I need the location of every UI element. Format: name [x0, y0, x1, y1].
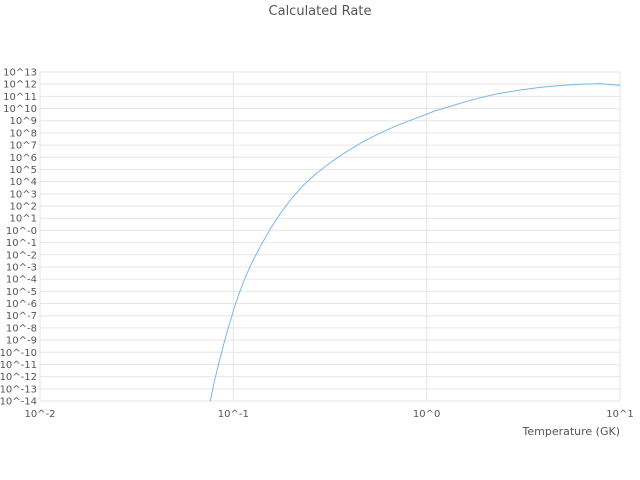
x-axis-label: Temperature (GK): [522, 425, 621, 438]
y-tick-label: 10^11: [3, 92, 37, 103]
y-tick-label: 10^12: [3, 80, 37, 91]
y-tick-label: 10^-9: [6, 336, 37, 347]
y-tick-label: 10^-7: [6, 311, 37, 322]
chart-title: Calculated Rate: [268, 4, 372, 19]
y-tick-label: 10^4: [10, 177, 37, 188]
y-tick-label: 10^6: [10, 153, 37, 164]
y-tick-label: 10^8: [10, 128, 37, 139]
y-tick-label: 10^9: [10, 116, 37, 127]
y-tick-label: 10^7: [10, 141, 37, 152]
x-axis-tick-labels: 10^-2 10^-1 10^0 10^1: [24, 409, 633, 420]
y-tick-label: 10^-10: [0, 348, 37, 359]
x-tick-label: 10^1: [606, 409, 633, 420]
y-tick-label: 10^1: [10, 214, 37, 225]
y-tick-label: 10^3: [10, 189, 37, 200]
y-tick-label: 10^-8: [6, 323, 37, 334]
y-tick-label: 10^-13: [0, 384, 37, 395]
y-tick-label: 10^-1: [6, 238, 37, 249]
grid-lines: [39, 71, 621, 402]
y-tick-label: 10^13: [3, 68, 37, 79]
y-tick-label: 10^-14: [0, 397, 37, 408]
y-tick-label: 10^2: [10, 202, 37, 213]
y-tick-label: 10^5: [10, 165, 37, 176]
series-line-calculated-rate: [209, 83, 621, 402]
x-tick-label: 10^0: [413, 409, 440, 420]
y-tick-label: 10^-3: [6, 262, 37, 273]
y-tick-label: 10^-5: [6, 287, 37, 298]
y-tick-label: 10^-4: [6, 275, 37, 286]
x-tick-label: 10^-2: [24, 409, 55, 420]
y-tick-label: 10^10: [3, 104, 37, 115]
y-tick-label: 10^-11: [0, 360, 37, 371]
x-tick-label: 10^-1: [218, 409, 249, 420]
y-tick-label: 10^-6: [6, 299, 37, 310]
y-tick-label: 10^-12: [0, 372, 37, 383]
y-tick-label: 10^-0: [6, 226, 37, 237]
y-tick-label: 10^-2: [6, 250, 37, 261]
